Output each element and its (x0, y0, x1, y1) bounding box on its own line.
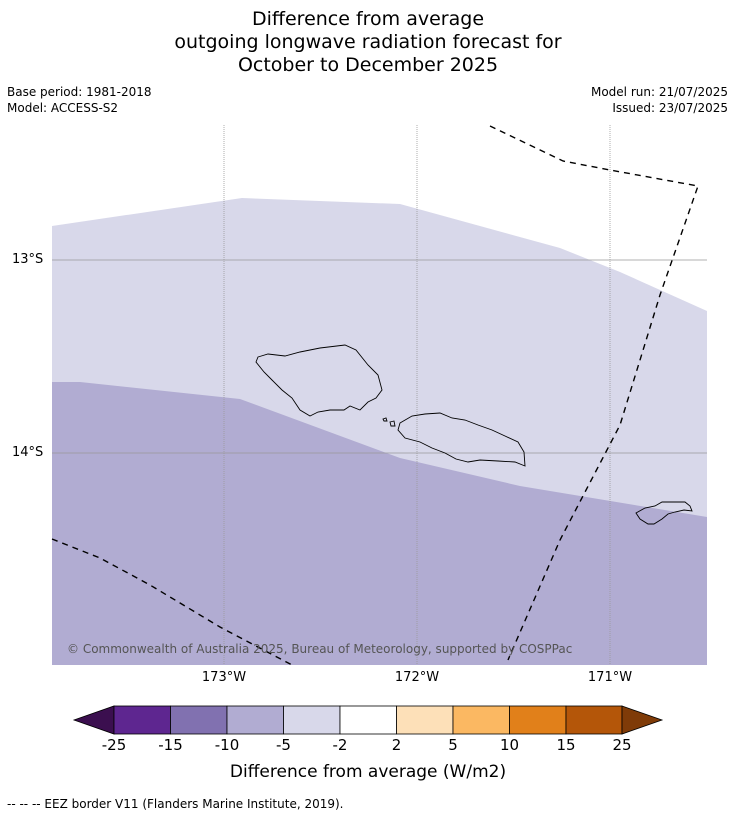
title-line-3: October to December 2025 (237, 54, 499, 76)
colorbar-tick-label: 15 (556, 736, 576, 754)
copyright-note: © Commonwealth of Australia 2025, Bureau… (67, 642, 573, 656)
lon-label-173w: 173°W (201, 670, 247, 685)
colorbar-bin-2 (170, 705, 228, 735)
colorbar-bin-9 (565, 705, 623, 735)
colorbar-tick-label: 25 (612, 736, 632, 754)
map-area (52, 125, 707, 665)
lon-label-171w: 171°W (587, 670, 633, 685)
colorbar-bin-8 (509, 705, 567, 735)
colorbar-tick-label: -5 (276, 736, 291, 754)
model-name: Model: ACCESS-S2 (7, 101, 119, 115)
islands (255, 344, 693, 525)
lat-label-14s: 14°S (12, 445, 44, 460)
colorbar-extend-high (621, 705, 664, 735)
colorbar-bin-3 (226, 705, 284, 735)
colorbar-bin-5 (339, 705, 397, 735)
colorbar-bin-1 (113, 705, 171, 735)
meta-right: Model run: 21/07/2025 Issued: 23/07/2025 (591, 84, 728, 116)
island-upolu (397, 412, 526, 467)
colorbar-tick-label: 10 (499, 736, 520, 754)
meta-left: Base period: 1981-2018 Model: ACCESS-S2 (7, 84, 152, 116)
colorbar-tick-label: -2 (332, 736, 348, 754)
island-tutuila (635, 501, 693, 525)
issued-date: Issued: 23/07/2025 (612, 101, 728, 115)
gridlines (52, 125, 707, 665)
colorbar-tick-label: 5 (448, 736, 458, 754)
colorbar-bin-4 (283, 705, 341, 735)
colorbar-extend-low (72, 705, 115, 735)
islet-manono (382, 417, 388, 422)
colorbar-bin-6 (396, 705, 454, 735)
eez-border-south (51, 538, 293, 666)
eez-borders (51, 125, 699, 666)
island-savaii (255, 344, 383, 417)
colorbar-tick-label: -25 (101, 736, 127, 754)
lon-label-172w: 172°W (394, 670, 440, 685)
colorbar-tick-label: -10 (214, 736, 240, 754)
colorbar-bin-7 (452, 705, 510, 735)
colorbar (72, 705, 664, 735)
colorbar-tick-label: -15 (158, 736, 183, 754)
base-period: Base period: 1981-2018 (7, 85, 152, 99)
model-run: Model run: 21/07/2025 (590, 85, 728, 99)
title-line-2: outgoing longwave radiation forecast for (174, 31, 562, 53)
lat-label-13s: 13°S (12, 252, 44, 267)
eez-legend-note: -- -- -- EEZ border V11 (Flanders Marine… (7, 797, 344, 811)
eez-border-north (489, 125, 699, 661)
islet-apolima (389, 420, 396, 427)
colorbar-title: Difference from average (W/m2) (229, 762, 507, 782)
chart-title: Difference from average outgoing longwav… (0, 8, 736, 77)
title-line-1: Difference from average (251, 8, 485, 30)
colorbar-tick-label: 2 (391, 736, 402, 754)
